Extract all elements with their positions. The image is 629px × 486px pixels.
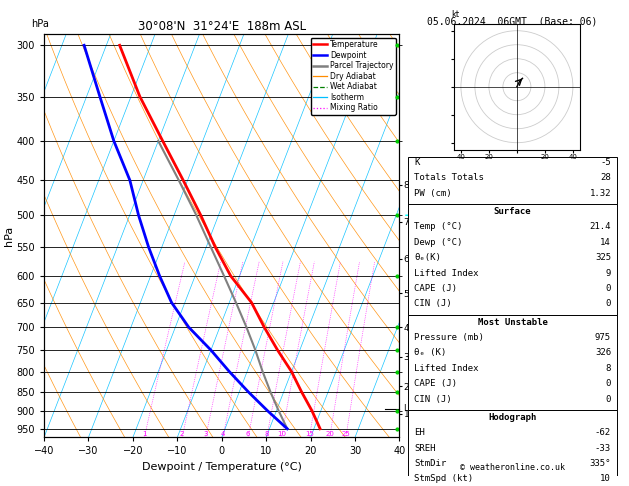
- Title: 30°08'N  31°24'E  188m ASL: 30°08'N 31°24'E 188m ASL: [138, 20, 306, 33]
- Text: 1: 1: [142, 432, 147, 437]
- Bar: [408, 204, 618, 315]
- Text: Mixing Ratio (g/kg): Mixing Ratio (g/kg): [442, 213, 451, 299]
- Text: SREH: SREH: [415, 444, 436, 452]
- Text: 0: 0: [606, 379, 611, 388]
- Text: LCL: LCL: [403, 404, 418, 414]
- Text: Surface: Surface: [494, 207, 532, 216]
- Text: 0: 0: [606, 395, 611, 404]
- Text: 20: 20: [325, 432, 334, 437]
- Text: -5: -5: [600, 158, 611, 167]
- Text: 0: 0: [606, 284, 611, 293]
- Text: Lifted Index: Lifted Index: [415, 364, 479, 373]
- Text: CAPE (J): CAPE (J): [415, 284, 457, 293]
- Text: θₑ (K): θₑ (K): [415, 348, 447, 357]
- Text: Lifted Index: Lifted Index: [415, 269, 479, 278]
- Text: hPa: hPa: [31, 19, 49, 30]
- Text: 14: 14: [600, 238, 611, 247]
- Text: 4: 4: [221, 432, 225, 437]
- Text: -33: -33: [595, 444, 611, 452]
- Text: 326: 326: [595, 348, 611, 357]
- Text: 0: 0: [606, 299, 611, 309]
- Text: PW (cm): PW (cm): [415, 189, 452, 198]
- Text: 8: 8: [264, 432, 269, 437]
- Text: 05.06.2024  06GMT  (Base: 06): 05.06.2024 06GMT (Base: 06): [428, 17, 598, 27]
- Text: 10: 10: [277, 432, 286, 437]
- Bar: [408, 156, 618, 206]
- Text: Dewp (°C): Dewp (°C): [415, 238, 463, 247]
- Y-axis label: hPa: hPa: [4, 226, 14, 246]
- Text: 335°: 335°: [589, 459, 611, 468]
- Text: 25: 25: [342, 432, 350, 437]
- Bar: [408, 410, 618, 486]
- Text: θₑ(K): θₑ(K): [415, 253, 441, 262]
- X-axis label: Dewpoint / Temperature (°C): Dewpoint / Temperature (°C): [142, 462, 302, 472]
- Y-axis label: km
ASL: km ASL: [412, 226, 434, 245]
- Text: 6: 6: [246, 432, 250, 437]
- Text: CIN (J): CIN (J): [415, 395, 452, 404]
- Text: 10: 10: [600, 474, 611, 484]
- Text: 2: 2: [180, 432, 184, 437]
- Text: 28: 28: [600, 174, 611, 182]
- Text: EH: EH: [415, 428, 425, 437]
- Text: StmDir: StmDir: [415, 459, 447, 468]
- Text: K: K: [415, 158, 420, 167]
- Text: 9: 9: [606, 269, 611, 278]
- Text: 975: 975: [595, 333, 611, 342]
- Text: Temp (°C): Temp (°C): [415, 223, 463, 231]
- Text: 15: 15: [305, 432, 314, 437]
- Text: -62: -62: [595, 428, 611, 437]
- Text: Pressure (mb): Pressure (mb): [415, 333, 484, 342]
- Bar: [408, 315, 618, 410]
- Text: 1.32: 1.32: [589, 189, 611, 198]
- Text: 3: 3: [203, 432, 208, 437]
- Text: 325: 325: [595, 253, 611, 262]
- Text: Most Unstable: Most Unstable: [477, 318, 548, 327]
- Text: CIN (J): CIN (J): [415, 299, 452, 309]
- Text: Totals Totals: Totals Totals: [415, 174, 484, 182]
- Legend: Temperature, Dewpoint, Parcel Trajectory, Dry Adiabat, Wet Adiabat, Isotherm, Mi: Temperature, Dewpoint, Parcel Trajectory…: [311, 38, 396, 115]
- Text: Hodograph: Hodograph: [489, 413, 537, 422]
- Text: 21.4: 21.4: [589, 223, 611, 231]
- Text: © weatheronline.co.uk: © weatheronline.co.uk: [460, 463, 565, 471]
- Text: StmSpd (kt): StmSpd (kt): [415, 474, 474, 484]
- Text: CAPE (J): CAPE (J): [415, 379, 457, 388]
- Text: 8: 8: [606, 364, 611, 373]
